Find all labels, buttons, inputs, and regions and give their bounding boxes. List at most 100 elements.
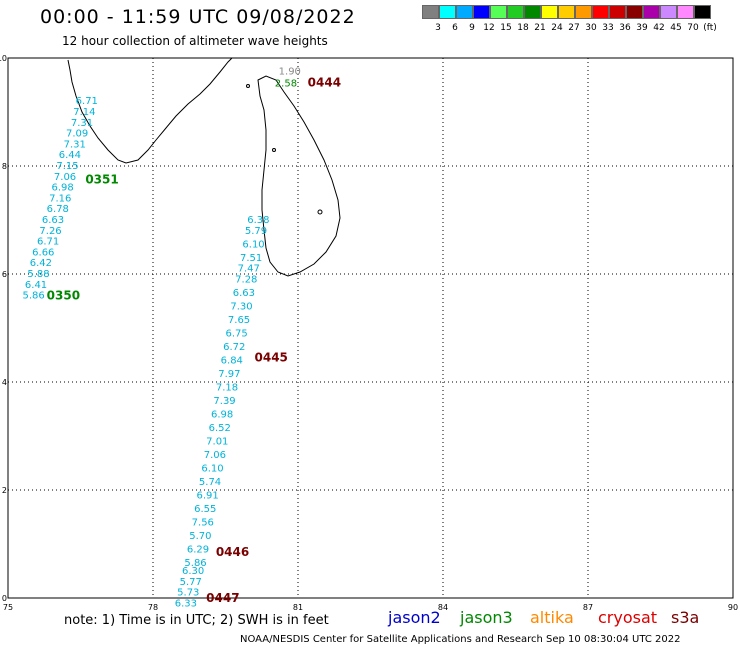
y-tick-label: 10 (0, 54, 7, 63)
pass-time-label: 0447 (206, 591, 239, 605)
wave-height-label: 7.65 (228, 315, 250, 326)
satellite-cryosat: cryosat (598, 608, 658, 627)
legend-swatch (677, 5, 694, 19)
wave-height-label: 7.14 (73, 107, 95, 118)
pass-time-label: 0445 (255, 351, 288, 365)
wave-height-label: 6.98 (52, 183, 74, 194)
legend-swatch (694, 5, 711, 19)
legend-swatch (473, 5, 490, 19)
legend-label: 3 (435, 23, 441, 33)
credit-line: NOAA/NESDIS Center for Satellite Applica… (240, 634, 681, 645)
legend-label: 36 (619, 23, 631, 33)
wave-height-label: 6.72 (223, 342, 245, 353)
pass-time-label: 0446 (216, 545, 249, 559)
wave-height-label: 5.74 (199, 477, 221, 488)
x-tick-label: 87 (583, 603, 593, 612)
legend-label: 9 (469, 23, 475, 33)
x-tick-label: 84 (438, 603, 448, 612)
wave-height-label: 5.79 (245, 226, 267, 237)
wave-height-label: 1.90 (279, 67, 301, 78)
legend-swatch (575, 5, 592, 19)
wave-height-label: 6.84 (221, 355, 243, 366)
wave-height-label: 7.39 (213, 396, 235, 407)
wave-height-label: 6.63 (42, 215, 64, 226)
satellite-jason3: jason3 (460, 608, 513, 627)
wave-height-label: 7.26 (39, 226, 61, 237)
wave-height-label: 6.91 (197, 490, 219, 501)
wave-height-label: 6.63 (233, 288, 255, 299)
map-frame (7, 57, 734, 599)
x-tick-label: 90 (728, 603, 738, 612)
legend-label: 39 (636, 23, 648, 33)
wave-height-label: 6.75 (226, 328, 248, 339)
legend-label: 12 (483, 23, 495, 33)
legend-label: 18 (517, 23, 529, 33)
wave-height-label: 7.15 (56, 161, 78, 172)
axis-ticks: 75 78 81 84 87 90 0 2 4 6 8 10 (0, 54, 738, 612)
page-title: 00:00 - 11:59 UTC 09/08/2022 (40, 6, 356, 28)
legend-label: 15 (500, 23, 512, 33)
satellite-jason2: jason2 (388, 608, 441, 627)
legend-swatch (643, 5, 660, 19)
x-tick-label: 75 (3, 603, 13, 612)
y-tick-label: 6 (2, 270, 7, 279)
wave-height-label: 6.33 (175, 598, 197, 609)
y-tick-label: 8 (2, 162, 7, 171)
altimeter-passes: 1.902.58 04446.717.147.317.097.316.447.15… (23, 67, 342, 610)
legend-label: (ft) (703, 23, 717, 33)
page-subtitle: 12 hour collection of altimeter wave hei… (62, 34, 328, 48)
legend-label: 45 (670, 23, 682, 33)
wave-height-label: 6.29 (187, 544, 209, 555)
wave-height-label: 7.97 (218, 369, 240, 380)
legend-label: 24 (551, 23, 563, 33)
legend-label: 42 (653, 23, 665, 33)
footer-note: note: 1) Time is in UTC; 2) SWH is in fe… (64, 613, 329, 628)
wave-height-label: 5.86 (184, 558, 206, 569)
wave-height-label: 6.38 (247, 215, 269, 226)
legend-label: 70 (687, 23, 699, 33)
wave-height-label: 7.30 (230, 301, 252, 312)
wave-height-label: 6.41 (25, 280, 47, 291)
wave-height-label: 6.10 (242, 239, 264, 250)
wave-height-label: 7.31 (64, 139, 86, 150)
wave-height-label: 7.06 (54, 172, 76, 183)
wave-height-label: 6.71 (37, 237, 59, 248)
legend-swatch (490, 5, 507, 19)
legend-swatch (541, 5, 558, 19)
wave-height-label: 6.78 (47, 204, 69, 215)
wave-height-label: 6.52 (209, 423, 231, 434)
wave-height-label: 6.98 (211, 409, 233, 420)
wave-height-label: 5.86 (23, 291, 45, 302)
pass-time-label: 0444 (308, 75, 341, 89)
wave-height-label: 7.01 (206, 436, 228, 447)
wave-height-label: 6.30 (182, 566, 204, 577)
legend-swatch (439, 5, 456, 19)
legend-label: 27 (568, 23, 580, 33)
legend-swatch (422, 5, 439, 19)
legend-swatch (609, 5, 626, 19)
legend-swatch (626, 5, 643, 19)
island-dot (317, 209, 323, 215)
island-dot (272, 148, 276, 152)
map-grid (7, 57, 734, 599)
wave-height-label: 5.70 (189, 531, 211, 542)
wave-height-label: 7.47 (238, 264, 260, 275)
color-legend (422, 5, 711, 21)
y-tick-label: 0 (2, 594, 7, 603)
satellite-s3a: s3a (671, 608, 700, 627)
legend-swatch (592, 5, 609, 19)
wave-height-label: 5.73 (177, 588, 199, 599)
legend-swatch (558, 5, 575, 19)
sri-lanka-coast (257, 75, 341, 277)
wave-height-label: 6.42 (30, 258, 52, 269)
wave-height-label: 5.88 (27, 269, 49, 280)
legend-label: 30 (585, 23, 597, 33)
legend-label: 6 (452, 23, 458, 33)
legend-label: 21 (534, 23, 546, 33)
wave-height-label: 6.44 (59, 150, 81, 161)
legend-swatch (456, 5, 473, 19)
wave-height-label: 2.58 (275, 78, 297, 89)
y-tick-label: 4 (2, 378, 7, 387)
wave-height-label: 7.56 (192, 517, 214, 528)
